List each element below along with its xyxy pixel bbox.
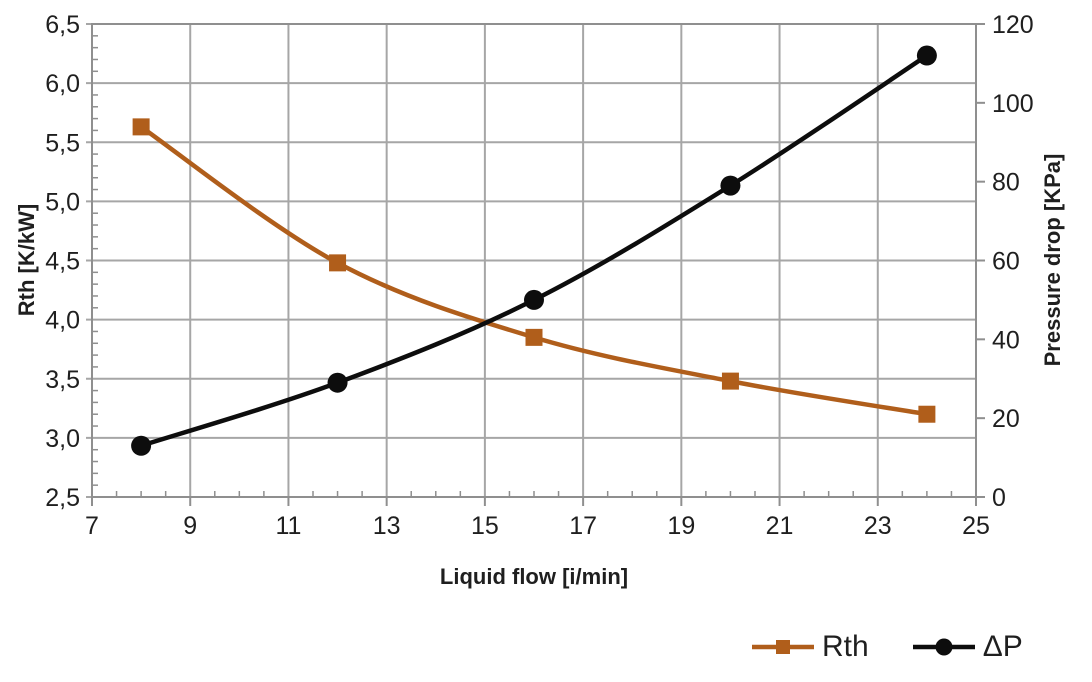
y-right-tick-label: 120 bbox=[992, 11, 1034, 39]
dp-series-line bbox=[140, 53, 929, 448]
x-tick-label: 21 bbox=[766, 512, 794, 540]
x-tick-label: 15 bbox=[471, 512, 499, 540]
rth-data-point bbox=[721, 372, 739, 390]
x-tick-label: 7 bbox=[85, 512, 99, 540]
x-tick-label: 13 bbox=[373, 512, 401, 540]
plot-border bbox=[91, 23, 977, 498]
y-right-tick-label: 40 bbox=[992, 326, 1020, 354]
rth-data-point bbox=[329, 254, 347, 272]
x-tick-label: 11 bbox=[275, 512, 301, 540]
y-left-tick-label: 2,5 bbox=[45, 484, 80, 512]
y-left-tick-label: 6,0 bbox=[45, 70, 80, 98]
y-left-tick-label: 5,5 bbox=[45, 129, 80, 157]
dp-series-swatch-icon bbox=[912, 638, 975, 656]
rth-data-point bbox=[525, 328, 543, 346]
y-right-tick-label: 100 bbox=[992, 90, 1034, 118]
y-right-tick-label: 80 bbox=[992, 169, 1020, 197]
legend: Rth ΔP bbox=[752, 626, 1023, 668]
dp-data-point bbox=[720, 175, 741, 196]
legend-label-dp: ΔP bbox=[982, 630, 1023, 663]
x-axis-title: Liquid flow [i/min] bbox=[439, 564, 629, 589]
left-axis-title: Rth [K/kW] bbox=[14, 203, 39, 317]
dp-data-point bbox=[327, 372, 348, 393]
y-left-tick-label: 3,5 bbox=[45, 366, 80, 394]
y-right-tick-label: 20 bbox=[992, 405, 1020, 433]
rth-data-point bbox=[132, 118, 150, 136]
legend-item-rth: Rth bbox=[752, 632, 869, 662]
x-tick-label: 9 bbox=[183, 512, 197, 540]
x-tick-label: 17 bbox=[569, 512, 597, 540]
y-left-tick-label: 5,0 bbox=[45, 188, 80, 216]
y-left-tick-label: 3,0 bbox=[45, 425, 80, 453]
dp-data-point bbox=[131, 435, 152, 456]
legend-label-rth: Rth bbox=[822, 630, 869, 663]
y-left-tick-label: 4,5 bbox=[45, 248, 80, 276]
dp-data-point bbox=[916, 45, 937, 66]
rth-series-line bbox=[139, 125, 928, 417]
dp-data-point bbox=[524, 289, 544, 310]
x-tick-label: 19 bbox=[667, 512, 695, 540]
legend-item-dp: ΔP bbox=[912, 630, 1023, 663]
right-axis-title: Pressure drop [KPa] bbox=[1040, 153, 1065, 367]
rth-series-swatch-icon bbox=[752, 640, 814, 654]
y-right-tick-label: 0 bbox=[992, 484, 1006, 512]
y-left-tick-label: 4,0 bbox=[45, 307, 80, 335]
y-right-tick-label: 60 bbox=[992, 248, 1020, 276]
y-left-tick-label: 6,5 bbox=[45, 11, 80, 39]
x-tick-label: 23 bbox=[864, 512, 892, 540]
x-tick-label: 25 bbox=[962, 512, 990, 540]
rth-data-point bbox=[918, 405, 936, 423]
